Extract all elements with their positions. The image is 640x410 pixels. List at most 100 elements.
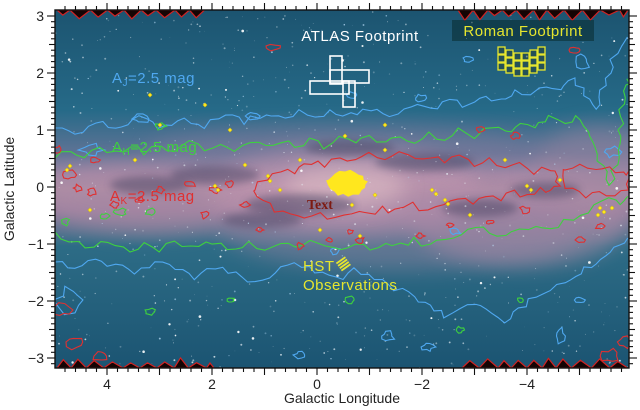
- star-dot: [209, 219, 211, 221]
- star-dot: [192, 359, 195, 362]
- star-dot: [501, 282, 503, 284]
- star-dot: [501, 238, 503, 239]
- star-dot: [107, 19, 110, 22]
- star-dot: [109, 30, 111, 32]
- aj-contour-island: [76, 142, 107, 157]
- star-dot: [127, 209, 130, 211]
- bright-star-dot: [615, 187, 619, 190]
- star-dot: [504, 211, 506, 212]
- hst-field-marker: [342, 133, 348, 139]
- star-dot: [229, 61, 230, 63]
- bright-star-dot: [219, 255, 222, 258]
- star-dot: [286, 200, 289, 202]
- star-dot: [623, 273, 626, 276]
- star-dot: [404, 128, 406, 130]
- star-dot: [388, 73, 391, 75]
- star-dot: [342, 218, 344, 220]
- star-dot: [551, 350, 554, 352]
- star-dot: [169, 37, 171, 38]
- star-dot: [154, 268, 156, 270]
- ah-contour-island: [144, 307, 156, 316]
- hst-field-marker: [442, 197, 448, 203]
- star-dot: [478, 230, 480, 233]
- star-dot: [119, 345, 122, 348]
- star-dot: [468, 149, 470, 151]
- hst-field-marker: [202, 102, 208, 108]
- star-dot: [155, 93, 157, 95]
- star-dot: [59, 273, 62, 275]
- star-dot: [422, 86, 425, 89]
- aj-contour-island: [575, 53, 591, 70]
- placeholder-text-label: Text: [307, 198, 333, 213]
- star-dot: [302, 204, 304, 206]
- star-dot: [207, 304, 209, 306]
- star-dot: [409, 332, 411, 334]
- star-dot: [259, 183, 261, 185]
- star-dot: [283, 347, 285, 350]
- star-dot: [228, 124, 230, 126]
- star-dot: [445, 297, 447, 298]
- edge-artifact-band: [457, 10, 629, 22]
- star-dot: [603, 321, 605, 323]
- star-dot: [285, 130, 288, 133]
- star-dot: [268, 142, 270, 145]
- bright-star-dot: [336, 274, 339, 277]
- star-dot: [621, 98, 624, 101]
- bright-star-dot: [581, 216, 585, 220]
- star-dot: [529, 192, 531, 194]
- star-dot: [509, 150, 511, 152]
- hst-field-marker: [601, 209, 607, 215]
- star-dot: [477, 290, 480, 293]
- star-dot: [303, 29, 305, 31]
- roman-detector-tile: [505, 49, 514, 58]
- star-dot: [408, 147, 410, 149]
- ak-contour-island: [55, 144, 62, 154]
- star-dot: [448, 154, 450, 155]
- star-dot: [111, 232, 113, 234]
- star-dot: [151, 190, 153, 193]
- x-tick-label: −4: [519, 376, 535, 392]
- ak-contour-island: [445, 222, 455, 229]
- star-dot: [101, 223, 103, 224]
- star-dot: [200, 319, 202, 321]
- star-dot: [177, 287, 179, 289]
- star-dot: [290, 113, 292, 116]
- roman-detector-tile: [505, 57, 514, 66]
- aj-value: =2.5 mag: [128, 70, 195, 87]
- star-dot: [364, 327, 367, 329]
- star-dot: [530, 16, 532, 19]
- star-dot: [97, 245, 99, 247]
- x-axis-tick-labels: 4 2 0 −2 −4: [103, 376, 535, 392]
- star-dot: [224, 249, 227, 252]
- y-tick-label: 0: [36, 179, 44, 195]
- ak-contour-island: [518, 205, 531, 215]
- roman-detector-tile: [521, 68, 530, 77]
- ak-contour-island: [155, 185, 166, 195]
- star-dot: [370, 329, 373, 332]
- star-dot: [227, 176, 230, 178]
- bright-star-dot: [117, 89, 120, 92]
- star-dot: [270, 334, 272, 337]
- star-dot: [363, 335, 366, 337]
- star-dot: [139, 138, 141, 140]
- star-dot: [486, 335, 487, 337]
- aj-contour-island: [462, 55, 475, 63]
- star-dot: [606, 183, 608, 185]
- hst-field-marker: [277, 187, 283, 193]
- star-dot: [223, 47, 226, 50]
- star-dot: [156, 166, 159, 169]
- ak-contour-island: [208, 186, 223, 195]
- x-tick-label: 2: [208, 376, 216, 392]
- star-dot: [524, 326, 525, 328]
- star-dot: [326, 103, 328, 105]
- star-dot: [386, 236, 388, 238]
- star-dot: [152, 217, 154, 219]
- star-dot: [372, 71, 375, 74]
- star-dot: [399, 169, 401, 172]
- star-dot: [414, 61, 416, 62]
- star-dot: [169, 218, 171, 220]
- ak-contour-island: [92, 351, 108, 361]
- bright-star-dot: [493, 276, 496, 279]
- star-dot: [492, 244, 494, 247]
- star-dot: [273, 131, 276, 133]
